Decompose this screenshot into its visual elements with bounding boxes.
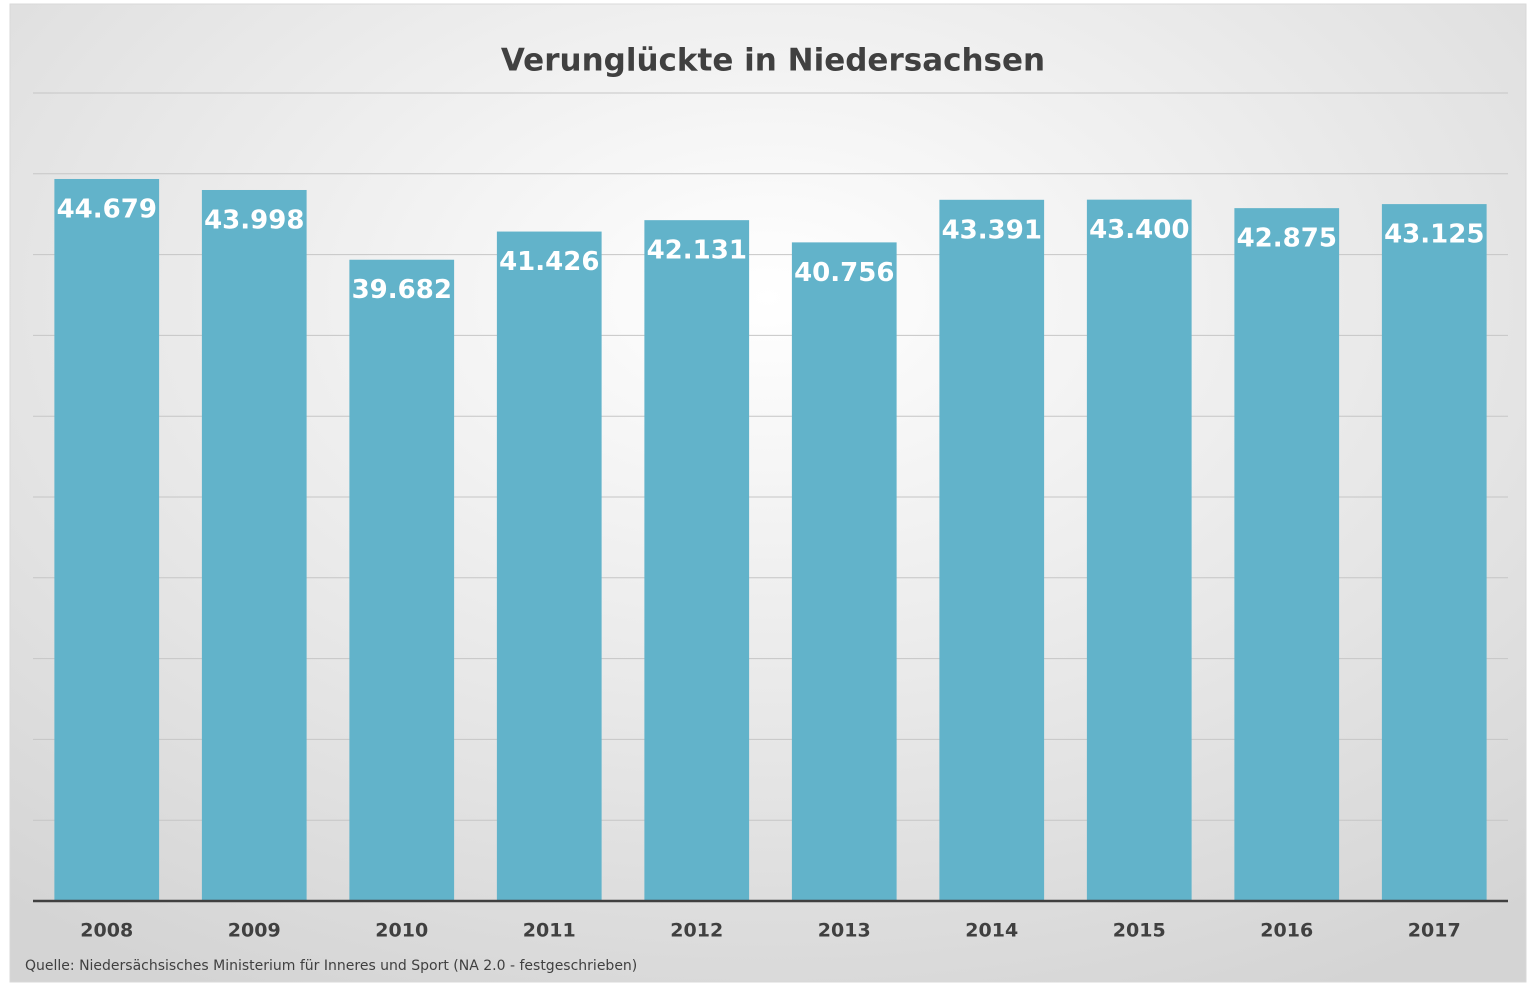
data-label: 44.679 [57, 194, 157, 224]
bar [1086, 199, 1192, 901]
bar [1234, 208, 1340, 901]
source-note: Quelle: Niedersächsisches Ministerium fü… [25, 958, 637, 974]
data-label: 41.426 [499, 247, 599, 277]
x-tick-label: 2014 [965, 920, 1018, 942]
x-tick-label: 2010 [375, 920, 428, 942]
bar [791, 242, 897, 901]
data-label: 43.998 [204, 205, 304, 235]
x-tick-label: 2009 [228, 920, 281, 942]
data-label: 39.682 [352, 275, 452, 305]
data-label: 42.875 [1237, 224, 1337, 254]
bar [496, 231, 602, 901]
x-tick-label: 2012 [670, 920, 723, 942]
bar [644, 220, 750, 902]
data-label: 43.125 [1384, 220, 1484, 250]
x-tick-label: 2011 [523, 920, 576, 942]
data-label: 43.391 [942, 215, 1042, 245]
x-tick-label: 2008 [80, 920, 133, 942]
chart-title: Verunglückte in Niedersachsen [501, 43, 1045, 79]
x-tick-label: 2016 [1260, 920, 1313, 942]
bar [54, 178, 160, 901]
bar [939, 199, 1045, 901]
data-label: 42.131 [647, 236, 747, 266]
x-tick-label: 2017 [1408, 920, 1461, 942]
bar [349, 259, 455, 901]
x-tick-label: 2015 [1113, 920, 1166, 942]
data-label: 43.400 [1089, 215, 1189, 245]
x-tick-label: 2013 [818, 920, 871, 942]
data-label: 40.756 [794, 258, 894, 288]
bar [1381, 204, 1487, 902]
bar [201, 189, 307, 902]
